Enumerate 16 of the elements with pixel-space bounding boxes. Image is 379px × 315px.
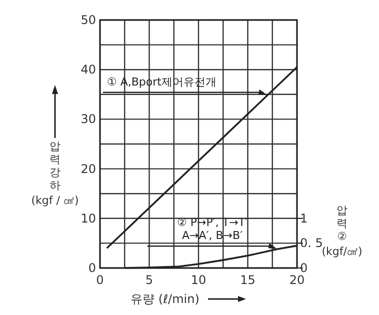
y-tick-label: 0 [88,261,96,275]
x-axis-title: 유량 (ℓ/min) [130,292,200,306]
y-tick-label: 40 [80,62,96,77]
x-tick-label: 5 [145,273,154,287]
y-tick-label: 30 [80,112,96,126]
y2-tick-label: 1 [300,211,308,226]
y-tick-label: 10 [80,211,96,226]
y2-tick-label: 0. 5 [300,236,323,250]
y2-axis-title: 압력② (kgf/㎠) [322,204,362,258]
x-tick-label: 20 [289,273,305,287]
y2-tick-label: 0 [300,261,308,275]
y-axis-title: 압력강하 (kgf / ㎠) [31,140,79,207]
y-tick-label: 20 [80,162,96,176]
y-tick-label: 50 [80,13,96,27]
x-tick-label: 15 [240,273,256,287]
x-tick-label: 10 [190,273,206,287]
